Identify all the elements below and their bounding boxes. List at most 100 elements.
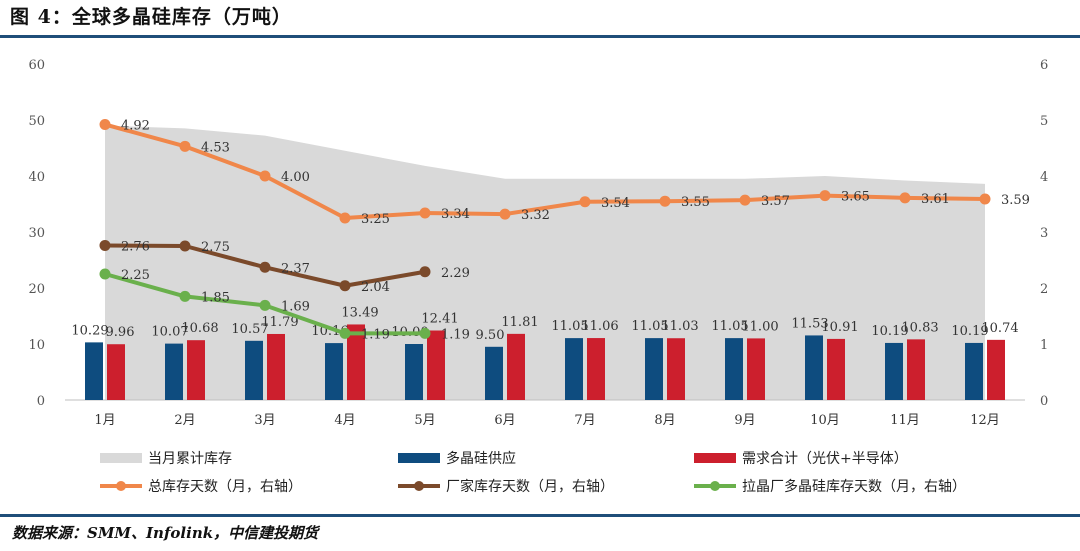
line-point-2 — [339, 327, 351, 339]
y-right-tick-label: 4 — [1040, 170, 1048, 185]
line-point-0 — [899, 192, 911, 204]
line-point-2 — [259, 299, 271, 311]
line-data-label: 3.34 — [441, 207, 470, 222]
x-tick-label: 12月 — [970, 413, 1000, 428]
bar-data-label: 11.05 — [631, 319, 668, 334]
line-point-0 — [579, 196, 591, 208]
line-point-1 — [179, 240, 191, 252]
top-divider — [0, 35, 1080, 38]
bar-supply — [85, 342, 103, 400]
legend-swatch — [100, 453, 142, 463]
y-right-tick-label: 5 — [1040, 114, 1048, 129]
legend-swatch-marker — [414, 481, 424, 491]
line-point-1 — [419, 266, 431, 278]
page-title: 图 4：全球多晶硅库存（万吨） — [10, 6, 292, 28]
x-tick-label: 8月 — [654, 413, 675, 428]
line-point-0 — [739, 194, 751, 206]
bar-data-label: 11.05 — [711, 319, 748, 334]
line-point-1 — [99, 239, 111, 251]
chart: 0 10 20 30 40 50 60 0 1 2 3 4 5 6 1月 2月 3月 4月 5月 6月 7月 8月 9月 10… — [28, 58, 1048, 495]
line-data-label: 4.92 — [121, 118, 150, 133]
bar-data-label: 13.49 — [341, 305, 378, 320]
bar-data-label: 12.41 — [421, 312, 458, 327]
line-data-label: 3.61 — [921, 192, 950, 207]
line-data-label: 1.19 — [361, 327, 390, 342]
x-tick-label: 7月 — [574, 413, 595, 428]
x-tick-label: 3月 — [254, 413, 275, 428]
line-point-1 — [259, 261, 271, 273]
line-data-label: 4.00 — [281, 170, 310, 185]
line-data-label: 1.69 — [281, 299, 310, 314]
bar-data-label: 11.53 — [791, 316, 828, 331]
legend-swatch — [398, 453, 440, 463]
bar-supply — [165, 343, 183, 400]
bar-data-label: 10.57 — [231, 322, 268, 337]
bar-data-label: 11.79 — [261, 315, 298, 330]
line-point-0 — [99, 118, 111, 130]
bar-data-label: 10.29 — [71, 323, 108, 338]
bar-data-label: 11.03 — [661, 319, 698, 334]
bar-data-label: 10.07 — [151, 325, 188, 340]
line-data-label: 1.19 — [441, 327, 470, 342]
line-data-label: 2.25 — [121, 268, 150, 283]
legend-label: 厂家库存天数（月，右轴） — [446, 478, 614, 495]
bar-demand — [507, 333, 525, 400]
legend-label: 总库存天数（月，右轴） — [148, 479, 302, 495]
bar-supply — [805, 335, 823, 400]
bar-supply — [565, 338, 583, 400]
bar-data-label: 10.19 — [871, 324, 908, 339]
legend-swatch — [694, 453, 736, 463]
x-tick-label: 4月 — [334, 413, 355, 428]
bar-demand — [667, 338, 685, 400]
bar-data-label: 11.06 — [581, 319, 618, 334]
bar-supply — [245, 340, 263, 400]
y-right-tick-label: 2 — [1040, 282, 1048, 297]
legend-label: 需求合计（光伏+半导体） — [742, 451, 908, 467]
line-point-0 — [339, 212, 351, 224]
area-cumulative-inventory — [105, 125, 985, 400]
line-data-label: 3.32 — [521, 208, 550, 223]
line-data-label: 4.53 — [201, 140, 230, 155]
y-left-tick-label: 60 — [28, 58, 45, 73]
x-tick-label: 11月 — [890, 413, 920, 428]
line-point-0 — [819, 190, 831, 202]
x-tick-label: 6月 — [494, 413, 515, 428]
bar-supply — [965, 342, 983, 400]
line-data-label: 2.29 — [441, 266, 470, 281]
line-series-0 — [103, 122, 987, 220]
y-right-tick-label: 6 — [1040, 58, 1048, 73]
y-right-tick-label: 3 — [1040, 226, 1048, 241]
y-left-tick-label: 50 — [28, 114, 45, 129]
legend-swatch-marker — [710, 481, 720, 491]
line-point-2 — [419, 327, 431, 339]
line-data-label: 3.55 — [681, 195, 710, 210]
line-point-0 — [259, 170, 271, 182]
line-data-label: 3.25 — [361, 212, 390, 227]
line-data-label: 3.54 — [601, 196, 630, 211]
x-tick-label: 5月 — [414, 413, 435, 428]
bar-demand — [107, 344, 125, 400]
bar-supply — [725, 338, 743, 400]
line-data-label: 2.37 — [281, 261, 310, 276]
x-tick-label: 1月 — [94, 413, 115, 428]
bar-demand — [987, 339, 1005, 400]
bar-data-label: 10.83 — [901, 320, 938, 335]
bar-demand — [267, 333, 285, 400]
line-data-label: 1.85 — [201, 290, 230, 305]
line-point-2 — [99, 268, 111, 280]
line-point-0 — [179, 140, 191, 152]
bottom-divider — [0, 514, 1080, 517]
legend-label: 当月累计库存 — [148, 451, 232, 467]
bar-data-label: 10.19 — [951, 324, 988, 339]
line-point-1 — [339, 280, 351, 292]
bar-supply — [405, 344, 423, 400]
bar-supply — [485, 346, 503, 400]
bar-data-label: 10.74 — [981, 321, 1018, 336]
y-right-tick-label: 1 — [1040, 338, 1048, 353]
bar-demand — [427, 330, 445, 400]
bar-supply — [325, 343, 343, 400]
line-point-0 — [979, 193, 991, 205]
source-note: 数据来源：SMM、Infolink，中信建投期货 — [12, 524, 319, 542]
bar-data-label: 9.50 — [476, 328, 505, 343]
line-data-label: 2.04 — [361, 280, 390, 295]
